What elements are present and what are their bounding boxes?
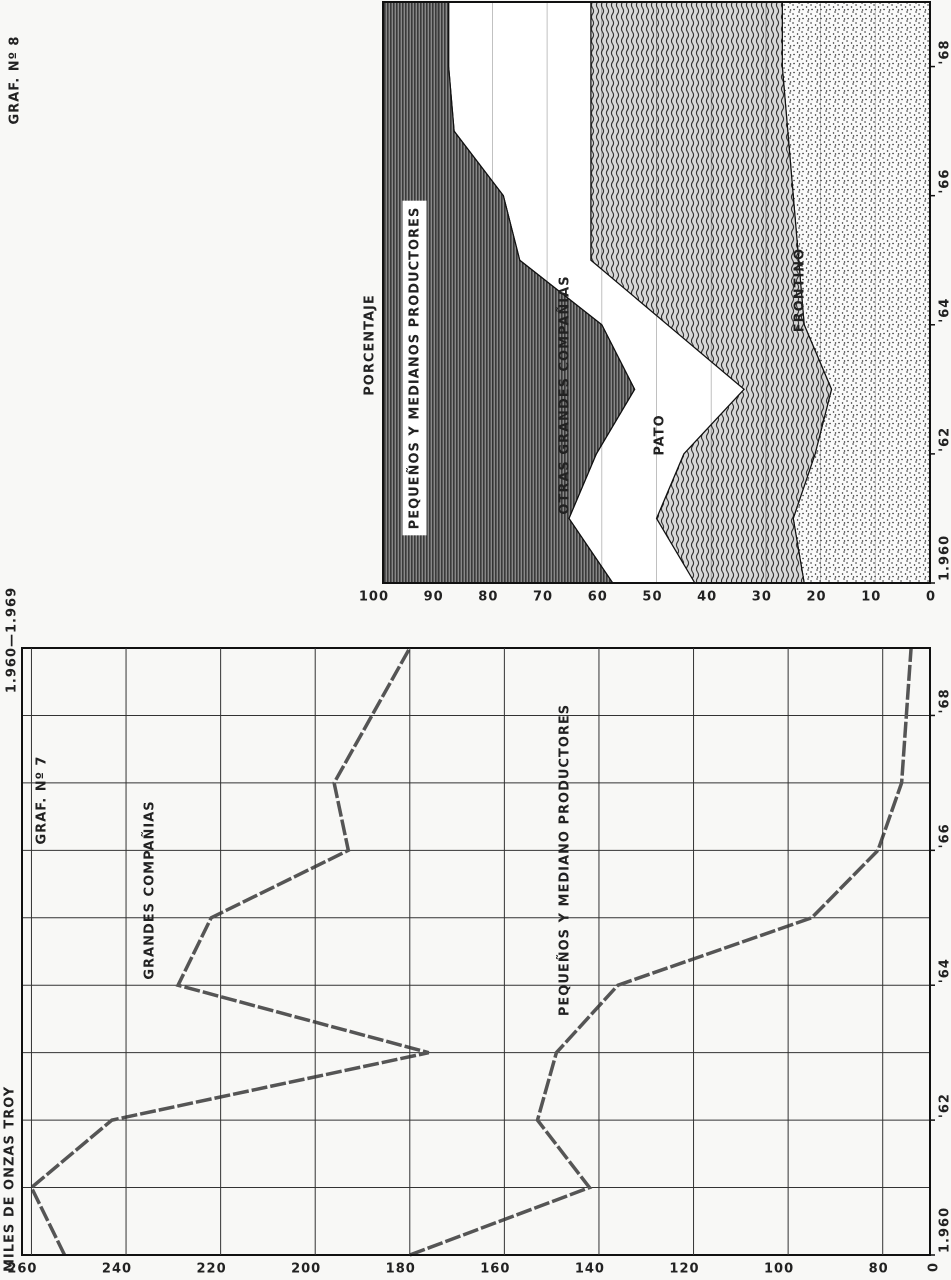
x-tick-label: '64 xyxy=(938,298,951,323)
series-label: PEQUEÑOS Y MEDIANO PRODUCTORES xyxy=(557,704,573,1016)
y-tick-label: 50 xyxy=(642,590,662,605)
x-tick-label: '62 xyxy=(938,1093,951,1118)
x-tick-label: 1.960 xyxy=(938,535,951,581)
y-axis-label: MILES DE ONZAS TROY xyxy=(3,1086,18,1272)
y-tick-label: 10 xyxy=(861,590,881,605)
chart: GRANDES COMPAÑIAS PEQUEÑOS Y MEDIANO PROD… xyxy=(3,647,951,1277)
x-tick-label: '68 xyxy=(938,39,951,64)
y-tick-label: 20 xyxy=(807,590,827,605)
y-tick-label: 80 xyxy=(869,1262,889,1277)
chart-title: GRAF. Nº 7 xyxy=(35,756,50,845)
y-tick-label: 260 xyxy=(7,1262,37,1277)
plot-frame xyxy=(21,647,931,1256)
period-subtitle: 1.960—1.969 xyxy=(5,587,20,693)
data-line xyxy=(29,647,430,1256)
series-label: OTRAS GRANDES COMPAÑIAS xyxy=(557,275,573,514)
x-tick-label: '62 xyxy=(938,427,951,452)
series-label: PEQUEÑOS Y MEDIANOS PRODUCTORES xyxy=(407,207,423,530)
y-axis-label: PORCENTAJE xyxy=(363,294,378,396)
y-tick-label: 120 xyxy=(669,1262,699,1277)
chart: FRONTINO PATO OTRAS GRANDES COMPAÑIAS PEQUE… xyxy=(8,1,951,605)
data-line xyxy=(409,647,913,1257)
y-tick-label: 90 xyxy=(424,590,444,605)
y-tick-label: 100 xyxy=(764,1262,794,1277)
y-tick-label: 70 xyxy=(533,590,553,605)
y-tick-label: 0 xyxy=(926,590,936,605)
y-tick-label: 160 xyxy=(480,1262,510,1277)
x-tick-label: 1.960 xyxy=(938,1207,951,1253)
x-tick-label: '66 xyxy=(938,823,951,848)
x-tick-label: '64 xyxy=(938,958,951,983)
y-tick-label: 80 xyxy=(478,590,498,605)
y-tick-label: 140 xyxy=(575,1262,605,1277)
y-tick-label: 240 xyxy=(102,1262,132,1277)
series-label: GRANDES COMPAÑIAS xyxy=(142,800,158,979)
plot-frame xyxy=(382,1,931,584)
y-tick-label: 60 xyxy=(588,590,608,605)
y-tick-label: 200 xyxy=(291,1262,321,1277)
chart-title: GRAF. Nº 8 xyxy=(8,36,23,125)
series-label: PATO xyxy=(653,414,668,455)
x-tick-label: '66 xyxy=(938,169,951,194)
y-tick-label: 30 xyxy=(752,590,772,605)
y-tick-label: 100 xyxy=(359,590,389,605)
label-box xyxy=(402,200,427,536)
axis-origin-label: 0 xyxy=(927,1262,942,1272)
x-tick-label: '68 xyxy=(938,688,951,713)
series-label: FRONTINO xyxy=(793,248,808,332)
y-tick-label: 220 xyxy=(196,1262,226,1277)
rotated-sheet: 1.960—1.969 GRANDES COMPAÑIAS PEQUEÑOS Y … xyxy=(3,1,951,1277)
y-tick-label: 180 xyxy=(386,1262,416,1277)
y-tick-label: 40 xyxy=(697,590,717,605)
